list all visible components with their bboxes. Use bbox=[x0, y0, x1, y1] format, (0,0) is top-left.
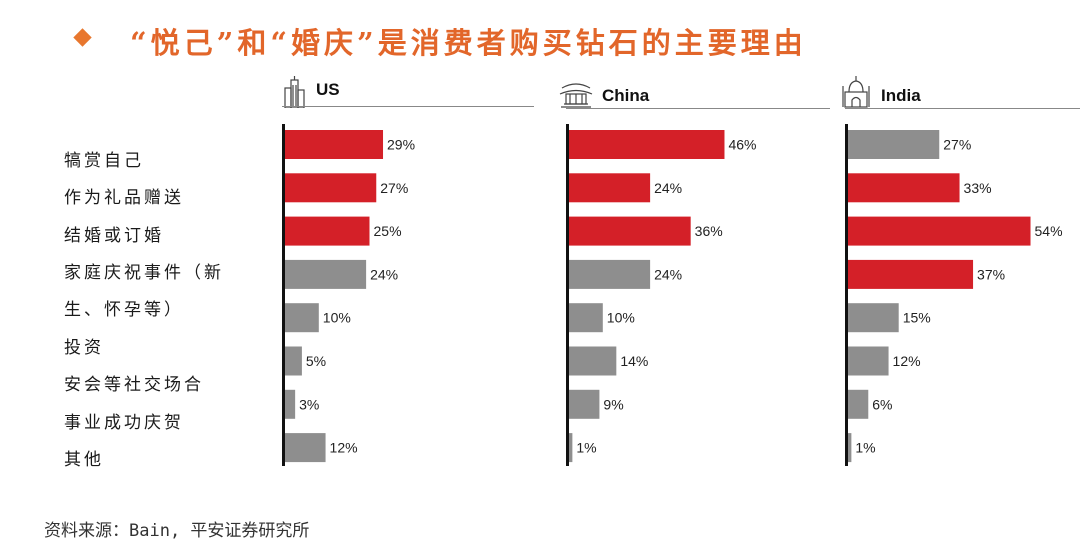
panel-title: China bbox=[602, 86, 650, 105]
data-label: 54% bbox=[1035, 223, 1063, 239]
category-label: 其他 bbox=[64, 450, 104, 470]
header-rule bbox=[845, 108, 1080, 109]
data-label: 3% bbox=[299, 396, 319, 412]
chart-panel-india: India 27% 33% 54% 37% 15% 12% 6% 1% bbox=[842, 76, 1080, 476]
data-label: 25% bbox=[374, 223, 402, 239]
category-label: 安会等社交场合 bbox=[64, 375, 204, 395]
data-label: 36% bbox=[695, 223, 723, 239]
category-label: 结婚或订婚 bbox=[64, 226, 164, 246]
bar bbox=[569, 389, 600, 419]
data-label: 1% bbox=[576, 440, 596, 456]
bar bbox=[848, 130, 940, 159]
data-label: 14% bbox=[620, 353, 648, 369]
bar bbox=[285, 346, 302, 376]
chart-panel-china: China 46% 24% 36% 24% 10% 14% 9% 1% bbox=[559, 76, 830, 476]
data-label: 24% bbox=[370, 266, 398, 282]
bar bbox=[569, 433, 573, 463]
data-label: 37% bbox=[977, 266, 1005, 282]
bar bbox=[285, 259, 367, 289]
data-label: 29% bbox=[387, 137, 415, 153]
data-label: 5% bbox=[306, 353, 326, 369]
bar bbox=[848, 216, 1031, 246]
panel-title: US bbox=[316, 80, 340, 99]
data-label: 15% bbox=[903, 310, 931, 326]
data-label: 46% bbox=[728, 137, 756, 153]
diamond-bullet-icon bbox=[73, 28, 92, 47]
bar bbox=[848, 259, 974, 289]
data-label: 10% bbox=[323, 310, 351, 326]
data-label: 27% bbox=[943, 137, 971, 153]
data-label: 27% bbox=[380, 180, 408, 196]
category-label: 犒赏自己 bbox=[64, 151, 144, 171]
chart-panel-us: US 29% 27% 25% 24% 10% 5% 3% 12% bbox=[282, 76, 534, 476]
taj-mahal-icon bbox=[842, 76, 870, 108]
panel-title: India bbox=[881, 86, 921, 105]
bar bbox=[569, 303, 603, 333]
skyscraper-icon bbox=[284, 76, 305, 108]
bar bbox=[569, 259, 651, 289]
bar-chart-china: 46% 24% 36% 24% 10% 14% 9% 1% bbox=[566, 124, 757, 466]
data-label: 24% bbox=[654, 266, 682, 282]
bar bbox=[285, 303, 319, 333]
category-label: 家庭庆祝事件（新 bbox=[64, 263, 224, 283]
bar bbox=[569, 216, 691, 246]
data-label: 33% bbox=[964, 180, 992, 196]
bar bbox=[285, 173, 377, 203]
bar bbox=[285, 389, 296, 419]
data-label: 12% bbox=[330, 440, 358, 456]
bar bbox=[848, 433, 852, 463]
category-label: 作为礼品赠送 bbox=[64, 188, 184, 208]
bar bbox=[569, 130, 725, 159]
bar bbox=[848, 303, 899, 333]
bar bbox=[569, 346, 617, 376]
slide-title: “悦己”和“婚庆”是消费者购买钻石的主要理由 bbox=[0, 16, 1080, 62]
bar bbox=[848, 173, 960, 203]
data-label: 24% bbox=[654, 180, 682, 196]
bar bbox=[285, 433, 326, 463]
header-rule bbox=[566, 108, 830, 109]
title-text: “悦己”和“婚庆”是消费者购买钻石的主要理由 bbox=[130, 26, 807, 60]
bar bbox=[285, 216, 370, 246]
source-note: 资料来源：Bain, 平安证券研究所 bbox=[44, 521, 310, 541]
bar bbox=[285, 130, 384, 159]
bar bbox=[569, 173, 651, 203]
bar bbox=[848, 346, 889, 376]
data-label: 9% bbox=[603, 396, 623, 412]
header-rule bbox=[282, 106, 534, 107]
category-label: 生、怀孕等） bbox=[64, 300, 184, 320]
bar bbox=[848, 389, 869, 419]
data-label: 10% bbox=[607, 310, 635, 326]
data-label: 12% bbox=[893, 353, 921, 369]
temple-icon bbox=[559, 83, 593, 108]
bar-chart-india: 27% 33% 54% 37% 15% 12% 6% 1% bbox=[845, 124, 1063, 466]
data-label: 1% bbox=[855, 440, 875, 456]
category-label: 事业成功庆贺 bbox=[64, 413, 184, 433]
bar-chart-us: 29% 27% 25% 24% 10% 5% 3% 12% bbox=[282, 124, 415, 466]
data-label: 6% bbox=[872, 396, 892, 412]
category-label: 投资 bbox=[64, 338, 104, 358]
